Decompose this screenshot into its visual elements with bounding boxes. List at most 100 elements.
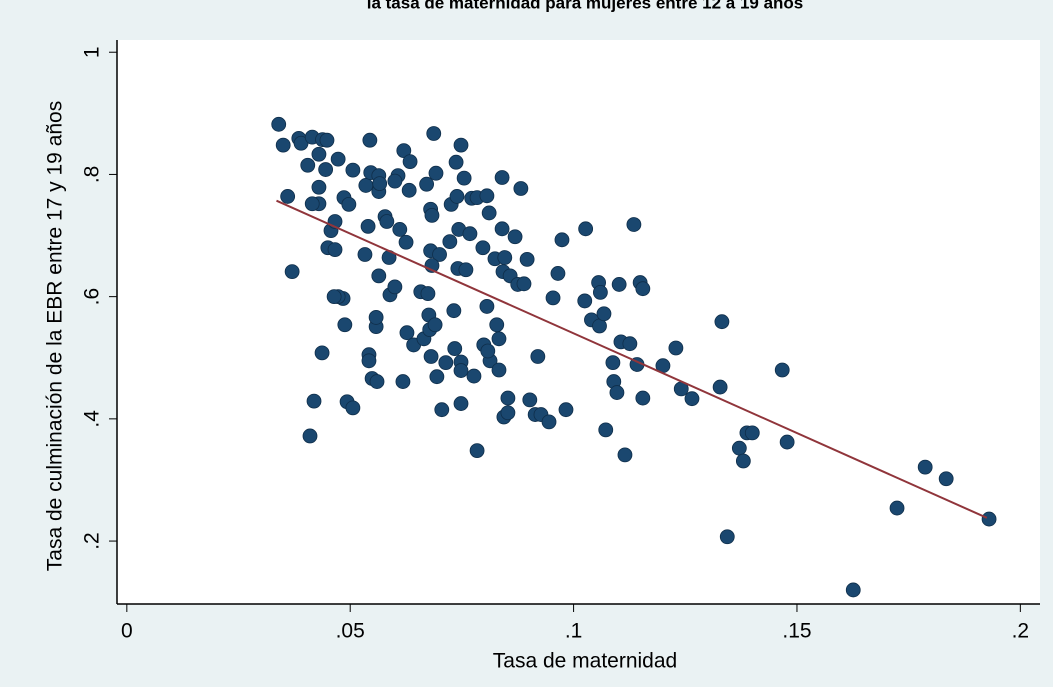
scatter-point (480, 343, 496, 359)
scatter-point (284, 264, 300, 279)
scatter-point (300, 157, 316, 173)
scatter-point (419, 176, 435, 192)
scatter-point (362, 132, 378, 148)
scatter-point (358, 178, 374, 193)
scatter-point (399, 325, 415, 341)
scatter-point (327, 242, 343, 257)
scatter-point (494, 170, 510, 185)
scatter-point (357, 247, 373, 262)
scatter-point (550, 266, 566, 281)
scatter-point (481, 205, 497, 221)
scatter-point (845, 582, 861, 598)
x-tick-label: .2 (1012, 620, 1030, 643)
scatter-point (635, 281, 651, 297)
y-tick-label: .8 (81, 166, 104, 184)
scatter-point (554, 232, 570, 248)
scatter-point (426, 126, 442, 141)
scatter-point (626, 217, 642, 232)
scatter-point (447, 341, 463, 356)
scatter-point (522, 392, 538, 408)
scatter-point (280, 189, 296, 204)
scatter-point (938, 471, 954, 487)
scatter-point (401, 182, 417, 198)
scatter-point (516, 276, 532, 292)
scatter-point (456, 170, 472, 186)
scatter-point (545, 290, 561, 306)
scatter-point (714, 314, 730, 330)
scatter-point (491, 331, 507, 347)
scatter-point (304, 196, 320, 212)
scatter-point (319, 132, 335, 148)
scatter-point (684, 391, 700, 407)
scatter-point (314, 345, 330, 361)
scatter-point (622, 336, 638, 352)
scatter-point (611, 277, 627, 292)
scatter-point (578, 221, 594, 237)
scatter-point (469, 443, 485, 459)
scatter-point (434, 402, 450, 418)
scatter-point (326, 289, 342, 305)
scatter-point (735, 453, 751, 469)
scatter-point (379, 214, 395, 229)
scatter-point (302, 428, 318, 444)
y-tick-label: .2 (81, 532, 104, 550)
scatter-point (598, 422, 614, 438)
scatter-point (330, 151, 346, 167)
scatter-point (497, 250, 513, 265)
scatter-point (609, 385, 625, 400)
scatter-point (318, 162, 334, 177)
scatter-point (475, 240, 491, 256)
scatter-point (558, 402, 574, 418)
scatter-point (541, 414, 557, 430)
scatter-point (311, 146, 327, 162)
scatter-point (462, 226, 478, 242)
plot-area (117, 40, 1040, 604)
scatter-point (731, 440, 747, 456)
scatter-point (774, 362, 790, 378)
scatter-point (479, 299, 495, 314)
scatter-point (423, 349, 439, 364)
scatter-point (449, 189, 465, 204)
scatter-point (371, 268, 387, 284)
scatter-point (392, 222, 408, 237)
scatter-point (429, 369, 445, 385)
scatter-point (500, 390, 516, 406)
scatter-point (448, 154, 464, 170)
scatter-point (398, 234, 414, 250)
scatter-point (337, 317, 353, 333)
scatter-point (917, 459, 933, 475)
scatter-point (442, 234, 458, 250)
scatter-point (453, 137, 469, 153)
scatter-point (453, 363, 469, 378)
x-tick-label: .1 (565, 620, 583, 643)
scatter-point (981, 511, 997, 527)
x-tick-label: .15 (782, 620, 811, 643)
y-tick-label: .4 (81, 410, 104, 428)
scatter-point (466, 368, 482, 384)
x-axis-label: Tasa de maternidad (493, 650, 677, 673)
scatter-point (387, 173, 403, 189)
scatter-point (596, 306, 612, 322)
scatter-point (428, 165, 444, 181)
scatter-point (489, 317, 505, 333)
scatter-point (446, 303, 462, 319)
scatter-point (577, 293, 593, 309)
scatter-point (779, 434, 795, 450)
scatter-point (744, 425, 760, 441)
chart-title: la tasa de maternidad para mujeres entre… (367, 0, 804, 12)
scatter-point (605, 355, 621, 371)
scatter-point (438, 355, 454, 371)
scatter-point (396, 143, 412, 159)
scatter-point (368, 310, 384, 325)
scatter-point (402, 154, 418, 169)
scatter-point (592, 284, 608, 300)
scatter-point (427, 317, 443, 333)
scatter-point (387, 279, 403, 295)
scatter-point (719, 529, 735, 545)
scatter-point (668, 340, 684, 356)
fit-line (276, 199, 988, 519)
scatter-point (507, 229, 523, 245)
y-tick-label: .6 (81, 288, 104, 306)
scatter-point (453, 396, 469, 411)
